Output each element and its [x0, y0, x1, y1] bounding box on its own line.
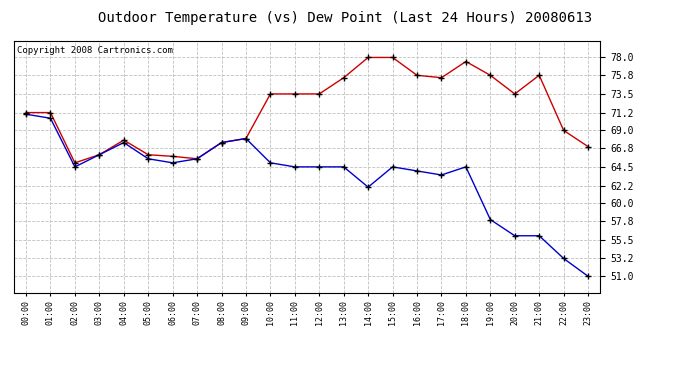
Text: Outdoor Temperature (vs) Dew Point (Last 24 Hours) 20080613: Outdoor Temperature (vs) Dew Point (Last…: [98, 11, 592, 25]
Text: Copyright 2008 Cartronics.com: Copyright 2008 Cartronics.com: [17, 46, 172, 55]
